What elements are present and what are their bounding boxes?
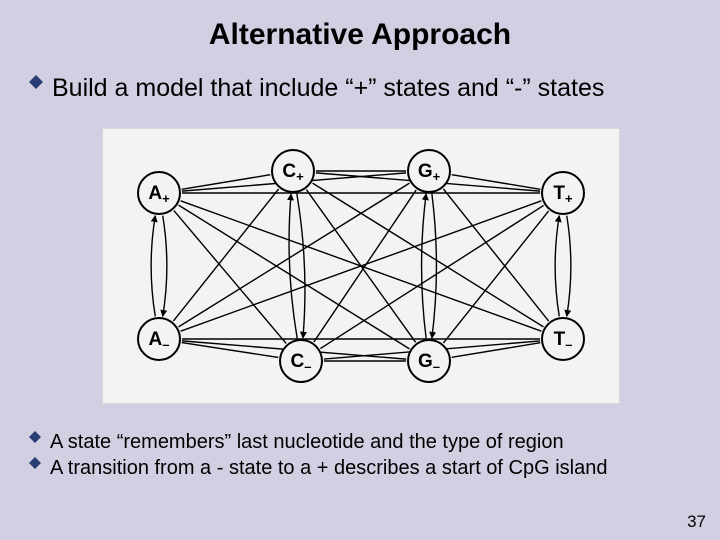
node-subscript: + [565,191,573,206]
node-subscript: + [433,169,441,184]
node-label: G+ [418,162,440,181]
bullet-bottom-1: A state “remembers” last nucleotide and … [28,430,564,455]
state-diagram: A+ C+ G+ T+ A– C– G– T– [102,128,620,404]
node-label: G– [418,352,440,371]
node-label: A+ [148,184,169,203]
node-subscript: – [304,359,311,374]
bullet-text: A transition from a - state to a + descr… [50,456,607,481]
node-subscript: + [162,191,170,206]
node-label: C+ [282,162,303,181]
state-node-Cp: C+ [271,149,315,193]
state-node-Am: A– [137,317,181,361]
state-node-Gm: G– [407,339,451,383]
diamond-bullet-icon [28,74,44,90]
node-label: T+ [553,184,572,203]
node-label: C– [291,352,312,371]
node-subscript: – [565,337,572,352]
state-node-Cm: C– [279,339,323,383]
bullet-bottom-2: A transition from a - state to a + descr… [28,456,607,481]
bullet-text: A state “remembers” last nucleotide and … [50,430,564,455]
page-title: Alternative Approach [0,0,720,52]
node-subscript: – [162,337,169,352]
bullet-top: Build a model that include “+” states an… [28,74,604,103]
diagram-edges [103,129,619,403]
page-number: 37 [687,512,706,532]
node-subscript: + [296,169,304,184]
state-node-Tm: T– [541,317,585,361]
node-subscript: – [433,359,440,374]
diamond-bullet-icon [28,456,42,470]
node-label: A– [149,330,170,349]
state-node-Ap: A+ [137,171,181,215]
state-node-Tp: T+ [541,171,585,215]
diamond-bullet-icon [28,430,42,444]
node-label: T– [554,330,573,349]
state-node-Gp: G+ [407,149,451,193]
bullet-text: Build a model that include “+” states an… [52,74,604,103]
